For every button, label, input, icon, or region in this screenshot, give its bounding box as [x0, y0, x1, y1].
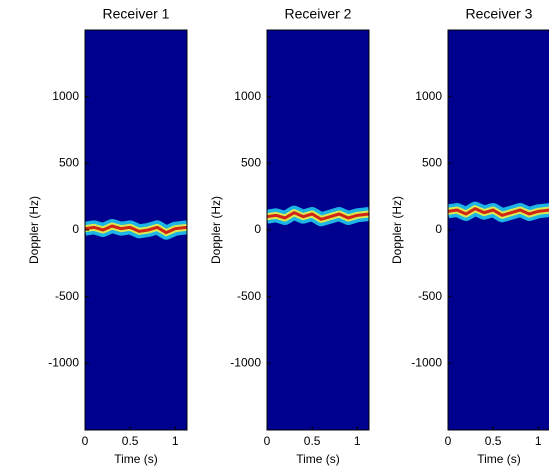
x-tick-label: 0.5: [122, 434, 139, 448]
y-tick-label: -500: [418, 289, 442, 303]
x-tick-label: 0: [264, 434, 271, 448]
doppler-trace: [85, 224, 187, 235]
plot-background: [448, 30, 549, 430]
x-axis-label: Time (s): [114, 452, 158, 466]
y-tick-label: -500: [237, 289, 261, 303]
y-tick-label: 1000: [52, 89, 79, 103]
y-tick-label: 0: [435, 222, 442, 236]
plot-area: [448, 201, 549, 223]
chart-title: Receiver 3: [466, 6, 533, 22]
y-tick-label: -500: [55, 289, 79, 303]
x-axis-label: Time (s): [477, 452, 521, 466]
x-tick-label: 1: [172, 434, 179, 448]
x-tick-label: 0.5: [304, 434, 321, 448]
plot-area: [267, 205, 369, 227]
y-axis-label: Doppler (Hz): [27, 196, 41, 264]
doppler-trace: [448, 207, 549, 217]
chart-title: Receiver 2: [285, 6, 352, 22]
y-tick-label: 500: [59, 156, 79, 170]
x-tick-label: 1: [354, 434, 361, 448]
x-tick-label: 0.5: [485, 434, 502, 448]
y-tick-label: -1000: [230, 356, 261, 370]
y-tick-label: 0: [254, 222, 261, 236]
plot-background: [267, 30, 369, 430]
chart-title: Receiver 1: [103, 6, 170, 22]
x-tick-label: 1: [535, 434, 542, 448]
x-tick-label: 0: [82, 434, 89, 448]
y-tick-label: 0: [72, 222, 79, 236]
y-tick-label: 1000: [234, 89, 261, 103]
doppler-trace: [267, 211, 369, 221]
y-tick-label: -1000: [48, 356, 79, 370]
y-axis-label: Doppler (Hz): [390, 196, 404, 264]
y-tick-label: 500: [422, 156, 442, 170]
x-axis-label: Time (s): [296, 452, 340, 466]
y-tick-label: 1000: [415, 89, 442, 103]
y-axis-label: Doppler (Hz): [209, 196, 223, 264]
x-tick-label: 0: [445, 434, 452, 448]
y-tick-label: -1000: [411, 356, 442, 370]
y-tick-label: 500: [241, 156, 261, 170]
plot-area: [85, 219, 187, 240]
